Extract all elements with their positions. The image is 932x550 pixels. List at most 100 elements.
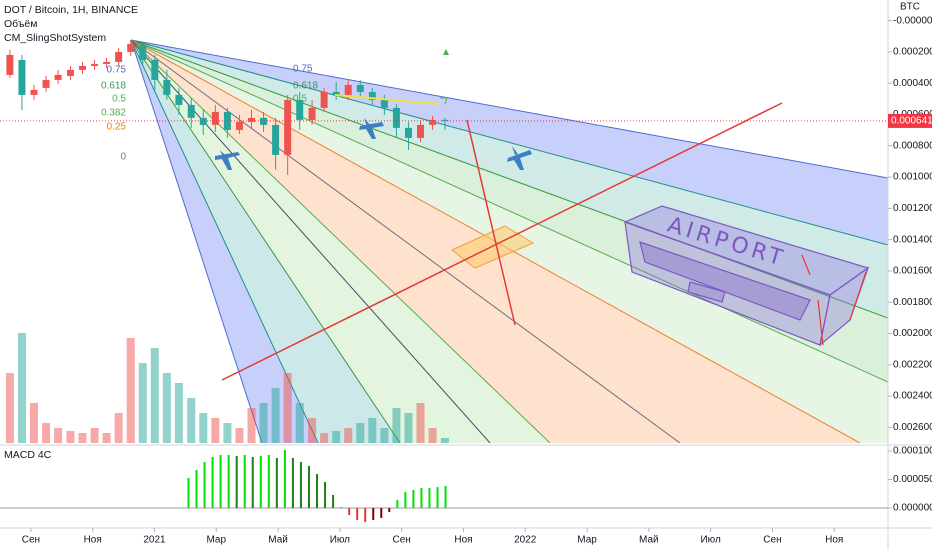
volume-bar [440, 438, 449, 443]
macd-bar [251, 456, 254, 508]
candle-body [441, 119, 449, 121]
volume-bar [344, 428, 353, 443]
macd-bar [372, 507, 375, 520]
candle-body [115, 51, 123, 62]
volume-bar [223, 423, 232, 443]
y-tick-label: -0.0000000 [893, 15, 932, 26]
candle-body [151, 59, 159, 80]
macd-bar [404, 491, 407, 508]
x-tick-label: Ноя [84, 535, 102, 546]
fan-level-label: 0.25 [107, 122, 127, 133]
candle-body [284, 99, 292, 155]
last-price-box [888, 113, 932, 128]
macd-bar [203, 461, 206, 508]
candle-layer [0, 39, 888, 175]
candle-body [127, 43, 135, 52]
volume-label: Объём [4, 18, 37, 30]
volume-bar [308, 418, 317, 443]
candle-body [223, 111, 231, 130]
fan-level-label: 0.75 [107, 65, 127, 76]
candle-body [392, 107, 400, 128]
candle-body [235, 121, 243, 130]
macd-bar [380, 507, 383, 518]
candle-body [248, 117, 256, 122]
macd-bar [420, 487, 423, 508]
candle-body [30, 89, 38, 95]
volume-bar [54, 428, 63, 443]
volume-bar [295, 403, 304, 443]
fan-level-label: 0.382 [101, 108, 126, 119]
fan-level-label: 0.5 [293, 94, 307, 105]
candle-body [66, 69, 74, 76]
candle-body [91, 63, 99, 66]
volume-layer [5, 333, 449, 443]
macd-bar [428, 487, 431, 508]
candle-body [380, 99, 388, 108]
candle-body [272, 124, 280, 155]
macd-bar [388, 507, 391, 512]
x-tick-label: Ноя [454, 535, 472, 546]
macd-bar [364, 507, 367, 523]
volume-bar [114, 413, 123, 443]
macd-bar [291, 458, 294, 508]
volume-bar [368, 418, 377, 443]
x-tick-label: Мар [206, 535, 226, 546]
volume-bar [428, 428, 437, 443]
candle-body [163, 79, 171, 95]
volume-bar [66, 431, 75, 443]
macd-bar [307, 465, 310, 508]
macd-bar [299, 461, 302, 508]
volume-bar [78, 433, 87, 443]
volume-bar [102, 433, 111, 443]
macd-label: MACD 4C [4, 449, 52, 461]
macd-bar [396, 500, 399, 508]
candle-body [429, 119, 437, 125]
volume-bar [174, 383, 183, 443]
candle-body [78, 65, 86, 70]
fan-level-label: 0.618 [293, 81, 318, 92]
volume-bar [150, 348, 159, 443]
x-tick-label: Ноя [825, 535, 843, 546]
x-tick-label: Май [268, 535, 288, 546]
macd-bar [444, 485, 447, 508]
volume-bar [90, 428, 99, 443]
chart-title: DOT / Bitcoin, 1H, BINANCE [4, 4, 138, 16]
macd-bar [412, 489, 415, 508]
volume-bar [320, 433, 329, 443]
volume-bar [162, 373, 171, 443]
candle-body [211, 111, 219, 125]
candle-body [175, 94, 183, 105]
candle-body [6, 54, 14, 75]
volume-bar [235, 428, 244, 443]
macd-bar [227, 454, 230, 508]
macd-bar [219, 454, 222, 508]
macd-bar [316, 474, 319, 508]
x-tick-label: 2022 [514, 535, 537, 546]
candle-body [356, 84, 364, 92]
candle-body [103, 61, 111, 64]
macd-bar [283, 450, 286, 508]
volume-bar [199, 413, 208, 443]
macd-bar [324, 481, 327, 508]
x-tick-label: 2021 [143, 535, 166, 546]
macd-bar [211, 456, 214, 508]
volume-bar [271, 388, 280, 443]
macd-bar [195, 469, 198, 508]
x-tick-label: Июл [700, 535, 720, 546]
candle-body [308, 107, 316, 120]
macd-bar [243, 454, 246, 508]
x-tick-label: Сен [22, 535, 40, 546]
volume-bar [332, 431, 341, 443]
fan-level-label: 0.618 [101, 81, 126, 92]
macd-bar [356, 507, 359, 520]
candle-body [417, 124, 425, 138]
plane-icons [215, 118, 532, 170]
